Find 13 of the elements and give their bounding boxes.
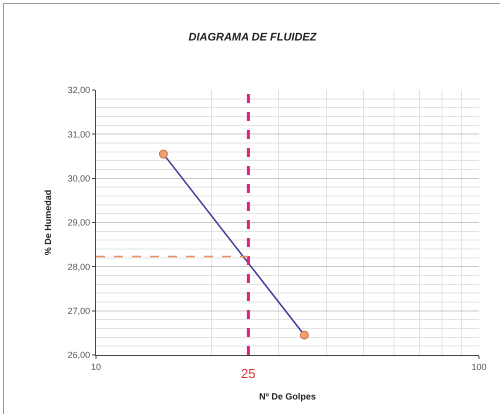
x-tick-label: 100 [471, 362, 487, 372]
chart-title: DIAGRAMA DE FLUIDEZ [188, 31, 318, 44]
x-tick-label: 10 [90, 362, 102, 372]
y-axis-title: % De Humedad [43, 190, 54, 256]
y-tick-label: 28,00 [68, 262, 90, 272]
y-tick-label: 30,00 [68, 173, 90, 184]
ref-line-label: 25 [241, 366, 256, 381]
y-tick-label: 31,00 [68, 129, 90, 140]
y-tick-label: 27,00 [68, 306, 90, 316]
x-axis-title: Nº De Golpes [259, 392, 316, 402]
y-tick-label: 32,00 [68, 85, 90, 96]
y-tick-label: 26,00 [68, 350, 90, 360]
y-tick-label: 29,00 [68, 218, 90, 228]
